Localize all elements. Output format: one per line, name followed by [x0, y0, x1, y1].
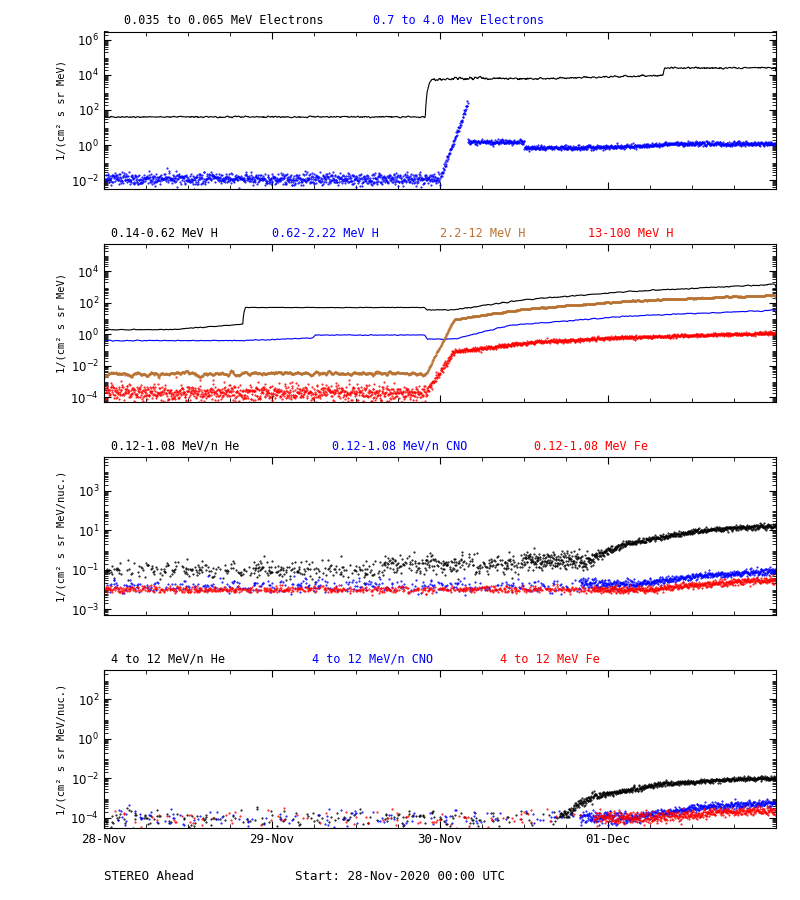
Text: 4 to 12 MeV Fe: 4 to 12 MeV Fe [501, 652, 600, 665]
Text: 4 to 12 MeV/n He: 4 to 12 MeV/n He [110, 652, 225, 665]
Text: STEREO Ahead: STEREO Ahead [104, 870, 194, 883]
Text: 0.12-1.08 MeV/n He: 0.12-1.08 MeV/n He [110, 439, 239, 453]
Text: 0.62-2.22 MeV H: 0.62-2.22 MeV H [272, 227, 379, 239]
Text: 2.2-12 MeV H: 2.2-12 MeV H [440, 227, 526, 239]
Text: Start: 28-Nov-2020 00:00 UTC: Start: 28-Nov-2020 00:00 UTC [295, 870, 505, 883]
Text: 0.12-1.08 MeV Fe: 0.12-1.08 MeV Fe [534, 439, 648, 453]
Text: 13-100 MeV H: 13-100 MeV H [588, 227, 674, 239]
Text: 0.14-0.62 MeV H: 0.14-0.62 MeV H [110, 227, 218, 239]
Text: 4 to 12 MeV/n CNO: 4 to 12 MeV/n CNO [312, 652, 434, 665]
Text: 0.7 to 4.0 Mev Electrons: 0.7 to 4.0 Mev Electrons [373, 14, 544, 27]
Y-axis label: 1/(cm² s sr MeV): 1/(cm² s sr MeV) [57, 60, 66, 160]
Y-axis label: 1/(cm² s sr MeV/nuc.): 1/(cm² s sr MeV/nuc.) [56, 683, 66, 814]
Y-axis label: 1/(cm² s sr MeV): 1/(cm² s sr MeV) [56, 274, 66, 373]
Text: 0.12-1.08 MeV/n CNO: 0.12-1.08 MeV/n CNO [333, 439, 468, 453]
Text: 0.035 to 0.065 MeV Electrons: 0.035 to 0.065 MeV Electrons [124, 14, 324, 27]
Y-axis label: 1/(cm² s sr MeV/nuc.): 1/(cm² s sr MeV/nuc.) [57, 471, 66, 602]
